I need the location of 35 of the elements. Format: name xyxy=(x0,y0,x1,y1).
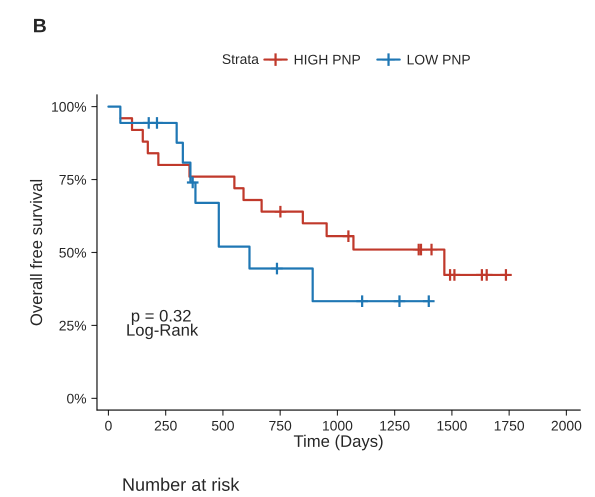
x-tick-label: 1250 xyxy=(380,420,410,431)
point xyxy=(414,242,428,256)
x-tick-label: 500 xyxy=(212,420,234,431)
x-tick-label: 0 xyxy=(105,420,112,431)
x-tick-label: 2000 xyxy=(552,420,582,431)
y-tick-label: 75% xyxy=(59,174,86,185)
x-tick-label: 1000 xyxy=(323,420,352,431)
point xyxy=(499,268,513,282)
point xyxy=(424,242,438,256)
x-axis-title: Time (Days) xyxy=(294,434,383,450)
chart-title: B xyxy=(34,18,46,32)
annotation: Log-Rank xyxy=(127,324,198,340)
legend-label: HIGH PNP xyxy=(294,54,360,65)
y-tick-label: 100% xyxy=(52,102,86,112)
x-tick-label: 750 xyxy=(269,420,292,431)
point xyxy=(422,294,436,308)
point xyxy=(355,294,370,308)
point xyxy=(186,176,200,190)
point xyxy=(273,204,288,219)
point xyxy=(341,229,356,244)
legend-label: LOW PNP xyxy=(408,54,470,65)
y-tick-label: 25% xyxy=(59,320,86,331)
y-axis-title: Overall free survival xyxy=(30,180,42,326)
text: Number at risk xyxy=(123,478,240,491)
annotation: p = 0.32 xyxy=(132,310,191,325)
point xyxy=(150,116,164,130)
point xyxy=(447,268,462,282)
x-tick-label: 1750 xyxy=(494,420,524,431)
x-tick-label: 250 xyxy=(154,420,177,431)
y-tick-label: 0% xyxy=(67,394,86,404)
legend-title: Strata xyxy=(222,54,259,64)
point xyxy=(392,294,406,308)
x-tick-label: 1500 xyxy=(438,420,467,431)
y-tick-label: 50% xyxy=(59,248,86,258)
point xyxy=(270,262,284,276)
